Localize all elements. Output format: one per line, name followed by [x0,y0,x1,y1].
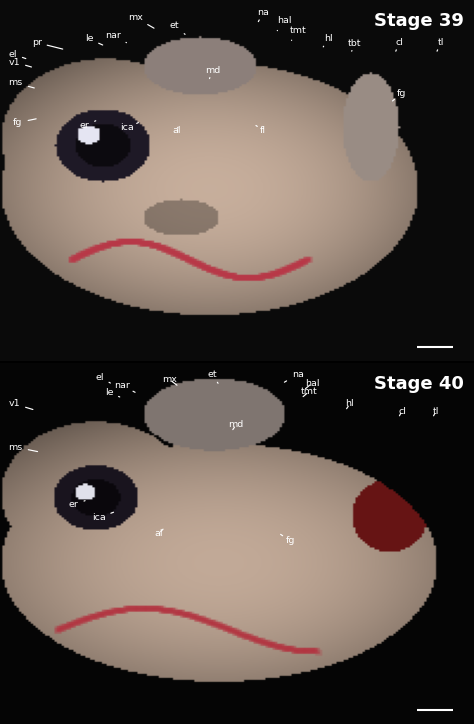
Text: hl: hl [346,400,354,409]
Text: el: el [9,49,26,59]
Text: er: er [69,500,85,509]
Text: v1: v1 [9,57,31,67]
Text: fl: fl [256,125,266,135]
Text: v1: v1 [9,400,33,410]
Text: mx: mx [162,375,177,385]
Text: cl: cl [398,407,406,416]
Text: nar: nar [114,382,135,392]
Text: md: md [228,420,244,429]
Text: et: et [208,371,218,383]
Text: cl: cl [395,38,403,51]
Text: na: na [284,370,304,382]
Text: nar: nar [105,31,127,43]
Text: le: le [105,388,120,397]
Text: tmt: tmt [290,26,307,41]
Text: fg: fg [392,88,407,101]
Text: fg: fg [281,534,295,545]
Text: er: er [80,121,96,130]
Text: tmt: tmt [301,387,318,397]
Text: al: al [155,529,163,538]
Text: hal: hal [277,17,292,30]
Text: le: le [85,35,103,45]
Text: el: el [95,373,110,383]
Text: Stage 40: Stage 40 [374,375,464,393]
Text: al: al [172,126,181,135]
Text: ms: ms [9,442,37,452]
Text: tbt: tbt [348,39,361,51]
Text: tl: tl [433,407,439,416]
Text: pr: pr [32,38,63,49]
Text: mx: mx [128,13,154,28]
Text: hl: hl [323,35,332,47]
Text: fg: fg [13,118,36,127]
Text: ica: ica [120,122,138,132]
Text: md: md [205,66,220,79]
Text: ica: ica [91,513,114,522]
Text: et: et [170,22,185,34]
Text: na: na [257,8,269,22]
Text: hal: hal [305,379,319,389]
Text: tl: tl [437,38,444,51]
Text: Stage 39: Stage 39 [374,12,464,30]
Text: ms: ms [9,78,34,88]
